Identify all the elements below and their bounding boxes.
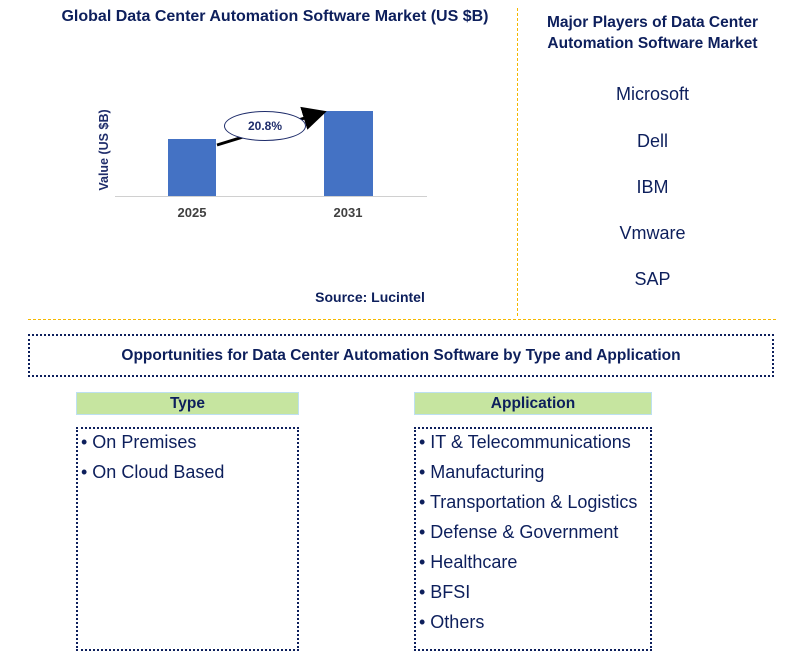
- opportunities-title: Opportunities for Data Center Automation…: [28, 334, 774, 377]
- player-item: Vmware: [619, 223, 686, 243]
- player-item: SAP: [634, 269, 671, 289]
- horizontal-divider: [28, 319, 776, 320]
- application-item: • Defense & Government: [419, 522, 619, 542]
- application-item: • Manufacturing: [419, 462, 545, 482]
- vertical-divider: [517, 8, 518, 316]
- x-tick-2031: 2031: [333, 205, 363, 220]
- type-item: • On Premises: [81, 432, 197, 452]
- application-item: • Transportation & Logistics: [419, 492, 638, 512]
- cagr-badge: 20.8%: [224, 111, 306, 141]
- players-title: Major Players of Data Center Automation …: [546, 14, 759, 52]
- type-header: Type: [76, 392, 299, 415]
- x-axis-line: [115, 196, 427, 197]
- type-list: • On Premises • On Cloud Based: [76, 427, 299, 651]
- application-item: • BFSI: [419, 582, 471, 602]
- application-item: • IT & Telecommunications: [419, 432, 631, 452]
- bar-2031: [324, 111, 373, 196]
- application-list: • IT & Telecommunications • Manufacturin…: [414, 427, 652, 651]
- application-item: • Others: [419, 612, 485, 632]
- x-tick-2025: 2025: [177, 205, 207, 220]
- player-item: Dell: [636, 131, 668, 151]
- chart-title: Global Data Center Automation Software M…: [61, 8, 489, 25]
- source-label: Source: Lucintel: [315, 289, 425, 305]
- player-item: IBM: [636, 177, 669, 197]
- player-item: Microsoft: [615, 84, 689, 104]
- bar-2025: [168, 139, 216, 196]
- type-item: • On Cloud Based: [81, 462, 225, 482]
- application-item: • Healthcare: [419, 552, 518, 572]
- application-header: Application: [414, 392, 652, 415]
